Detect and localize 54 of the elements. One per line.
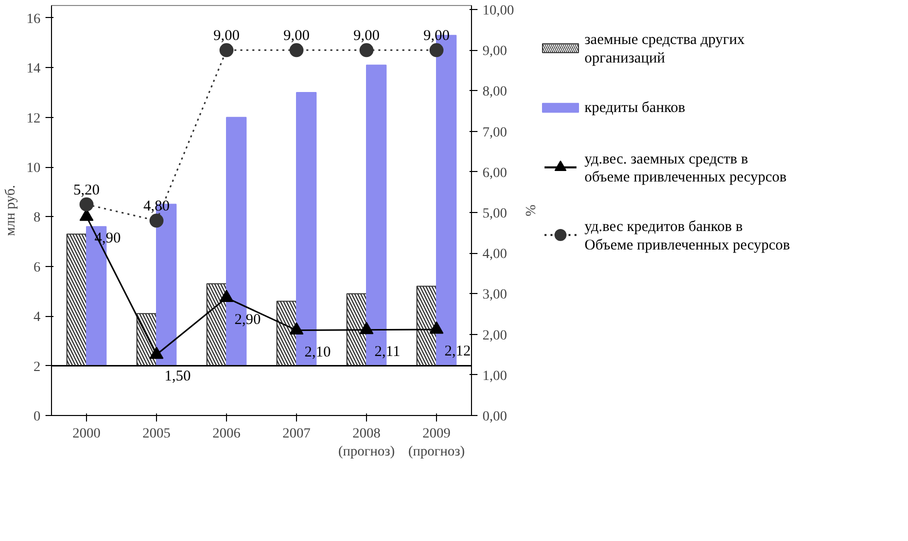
point — [360, 322, 374, 334]
y2-tick-label: 4,00 — [482, 247, 507, 262]
data-label: 2,12 — [444, 343, 471, 360]
point — [220, 290, 234, 302]
y2-tick-label: 2,00 — [482, 328, 507, 344]
y2-tick-label: 9,00 — [482, 44, 507, 60]
x-tick-label: 2007 — [282, 426, 310, 442]
legend-label: заемные средства других организаций — [584, 32, 746, 67]
x-tick-label: 2000 — [72, 426, 100, 442]
y2-tick-label: 3,00 — [482, 288, 507, 303]
data-label: 1,50 — [164, 368, 191, 385]
y-tick-label: 16 — [26, 12, 40, 27]
y-tick-label: 2 — [34, 360, 40, 375]
y-tick-label: 6 — [34, 260, 40, 276]
y2-tick-label: 0,00 — [482, 410, 507, 424]
point — [290, 322, 304, 335]
y2-tick-label: 1,00 — [482, 368, 507, 384]
point — [150, 214, 164, 228]
y2-tick-label: 6,00 — [482, 166, 507, 181]
point — [150, 346, 164, 359]
y-tick-label: 4 — [34, 310, 40, 326]
point — [220, 43, 234, 58]
y-tick-label: 12 — [26, 111, 40, 126]
x-tick-label: 2005 — [142, 426, 170, 442]
y2-tick-label: 7,00 — [482, 125, 507, 140]
data-label: 9,00 — [283, 28, 310, 44]
x-tick-label: 2006 — [212, 426, 240, 442]
legend-label: уд.вес. заемных средств в объеме привлеченных ресурсов — [584, 151, 787, 186]
y-tick-label: 14 — [26, 62, 40, 77]
x-tick-label: 2009 (прогноз) — [408, 426, 466, 460]
point — [360, 43, 374, 58]
data-label: 9,00 — [213, 28, 240, 44]
data-label: 5,20 — [73, 182, 100, 198]
y-tick-label: 0 — [34, 410, 40, 424]
point — [80, 197, 94, 212]
y-tick-label: 8 — [34, 210, 40, 226]
x-tick-label: 2008 (прогноз) — [338, 426, 396, 460]
data-label: 2,11 — [374, 344, 400, 360]
data-label: 2,10 — [304, 344, 331, 360]
data-label: 4,80 — [143, 198, 170, 215]
point — [430, 43, 444, 58]
data-label: 9,00 — [353, 28, 380, 44]
point — [430, 321, 444, 334]
y2-axis-title: % — [522, 204, 537, 217]
y-tick-label: 10 — [26, 161, 40, 176]
legend-label: кредиты банков — [584, 100, 686, 116]
legend-label: уд.вес кредитов банков в Объеме привлеченных ресурсов — [584, 218, 790, 254]
y2-tick-label: 5,00 — [482, 206, 507, 222]
y-axis-title: млн руб. — [4, 184, 18, 236]
y2-tick-label: 10,00 — [482, 4, 514, 19]
data-label: 9,00 — [423, 28, 450, 44]
y2-tick-label: 8,00 — [482, 84, 507, 100]
data-label: 2,90 — [234, 312, 261, 328]
point — [290, 43, 304, 58]
